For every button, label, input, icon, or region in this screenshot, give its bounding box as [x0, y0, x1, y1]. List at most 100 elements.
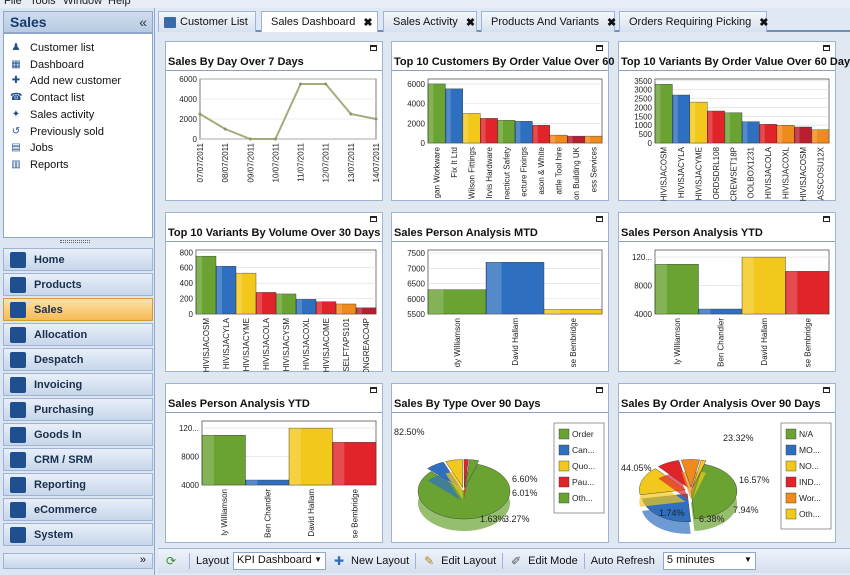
bar-highlight	[777, 125, 783, 143]
nav-allocation[interactable]: Allocation	[3, 323, 153, 346]
dashboard-area: Sales By Day Over 7 Days 0 2000 4000 6000 07/…	[158, 33, 850, 543]
goods-in-icon	[10, 426, 26, 443]
y-tick-label: 120...	[179, 424, 199, 433]
x-tick-label: David Hallam	[307, 489, 316, 537]
nav-crm-srm[interactable]: CRM / SRM	[3, 448, 153, 471]
layout-select[interactable]: KPI Dashboard ▼	[233, 552, 327, 570]
edit-mode-button[interactable]: ✐ Edit Mode	[509, 554, 578, 568]
panel-title: Sales Person Analysis YTD	[168, 398, 310, 410]
bar	[543, 309, 603, 315]
dashboard-panel: Top 10 Customers By Order Value Over 60 …	[391, 41, 644, 201]
task-sales-activity[interactable]: ✦ Sales activity	[10, 107, 94, 123]
maximize-icon[interactable]	[596, 216, 603, 222]
panel-title: Sales By Type Over 90 Days	[394, 398, 541, 410]
home-icon	[10, 251, 26, 268]
maximize-icon[interactable]	[370, 216, 377, 222]
maximize-icon[interactable]	[596, 387, 603, 393]
chart-svg: 0 200 400 600 800 HIVISJACOSM HIVISJACYLA HIVIS…	[180, 248, 377, 372]
maximize-icon[interactable]	[823, 387, 830, 393]
bar	[355, 307, 377, 315]
close-icon[interactable]: ✖	[363, 16, 373, 29]
bar	[427, 289, 487, 315]
nav-products[interactable]: Products	[3, 273, 153, 296]
nav-system[interactable]: System	[3, 523, 153, 546]
menu-1[interactable]: Tools	[30, 0, 56, 7]
maximize-icon[interactable]	[823, 45, 830, 51]
maximize-icon[interactable]	[596, 45, 603, 51]
pie-slice	[463, 459, 469, 488]
nav-home[interactable]: Home	[3, 248, 153, 271]
task-reports[interactable]: ▥ Reports	[10, 157, 68, 173]
close-icon[interactable]: ✖	[759, 16, 769, 29]
legend-swatch	[558, 476, 570, 488]
history-icon: ↺	[11, 125, 21, 137]
dashboard-panel: Sales By Day Over 7 Days 0 2000 4000 6000 07/…	[165, 41, 383, 201]
task-jobs[interactable]: ▤ Jobs	[10, 140, 53, 156]
task-contact-list[interactable]: ☎ Contact list	[10, 90, 84, 106]
refresh-icon[interactable]: ⟳	[165, 554, 177, 568]
tab-customer-list[interactable]: Customer List	[158, 11, 256, 32]
tab-label: Sales Activity	[393, 16, 458, 28]
left-navigation-panel: Sales « ♟ Customer list ▦ Dashboard ✚ Add new…	[0, 8, 155, 575]
invoicing-icon	[10, 376, 26, 393]
dashboard-panel: Sales Person Analysis YTD 4000 8000 120... l…	[618, 212, 836, 372]
close-icon[interactable]: ✖	[465, 16, 476, 29]
task-dashboard[interactable]: ▦ Dashboard	[10, 57, 84, 73]
y-tick-label: 1000	[634, 121, 652, 130]
nav-goods-in[interactable]: Goods In	[3, 423, 153, 446]
nav-footer[interactable]: »	[3, 553, 153, 569]
nav-purchasing[interactable]: Purchasing	[3, 398, 153, 421]
new-layout-button[interactable]: ✚ New Layout	[332, 554, 409, 568]
tab-sales-activity[interactable]: Sales Activity ✖	[383, 11, 477, 32]
x-tick-label: David Hallam	[511, 318, 520, 366]
panel-title: Sales By Order Analysis Over 90 Days	[621, 398, 821, 410]
slice-label: 44.05%	[621, 463, 652, 473]
bar	[201, 435, 246, 486]
collapse-icon[interactable]: «	[139, 14, 147, 30]
menu-3[interactable]: Help	[108, 0, 131, 7]
bar-highlight	[795, 127, 800, 143]
task-previously-sold[interactable]: ↺ Previously sold	[10, 124, 104, 140]
maximize-icon[interactable]	[823, 216, 830, 222]
x-tick-label: ly Williamson	[673, 318, 682, 365]
add-person-icon: ✚	[11, 75, 21, 87]
bar-highlight	[333, 442, 345, 485]
menu-2[interactable]: Window	[63, 0, 103, 7]
splitter-handle[interactable]	[60, 240, 90, 243]
y-tick-label: 3500	[634, 77, 652, 86]
expand-icon[interactable]: »	[139, 554, 146, 566]
maximize-icon[interactable]	[370, 45, 377, 51]
nav-sales[interactable]: Sales	[3, 298, 153, 321]
chart-svg: 0 2000 4000 6000 07/07/2011 08/07/2011 09/07/2…	[179, 75, 381, 182]
tab-sales-dashboard[interactable]: Sales Dashboard ✖	[261, 11, 378, 32]
close-icon[interactable]: ✖	[607, 16, 617, 29]
maximize-icon[interactable]	[370, 387, 377, 393]
nav-reporting[interactable]: Reporting	[3, 473, 153, 496]
legend-label: Wor...	[799, 493, 821, 503]
task-customer-list[interactable]: ♟ Customer list	[10, 40, 95, 56]
dashboard-panel: Top 10 Variants By Order Value Over 60 D…	[618, 41, 850, 201]
y-tick-label: 7500	[407, 249, 425, 258]
edit-layout-button[interactable]: ✎ Edit Layout	[422, 554, 496, 568]
bar-highlight	[290, 428, 301, 485]
data-point	[324, 82, 328, 86]
nav-ecommerce[interactable]: eCommerce	[3, 498, 153, 521]
nav-label: Purchasing	[34, 403, 94, 416]
x-tick-label: HIVISJACOSM	[202, 318, 211, 372]
bar	[532, 125, 550, 144]
nav-invoicing[interactable]: Invoicing	[3, 373, 153, 396]
bar	[332, 442, 377, 486]
nav-label: Goods In	[34, 428, 82, 441]
tab-products-and-variants[interactable]: Products And Variants ✖	[481, 11, 617, 32]
nav-despatch[interactable]: Despatch	[3, 348, 153, 371]
pencil-icon: ✎	[424, 554, 435, 568]
dashboard-panel: Sales Person Analysis YTD 4000 8000 120... l…	[165, 383, 383, 543]
tab-orders-requiring-picking[interactable]: Orders Requiring Picking ✖	[619, 11, 769, 32]
task-add-new-customer[interactable]: ✚ Add new customer	[10, 73, 121, 89]
auto-refresh-label: Auto Refresh	[590, 555, 655, 567]
y-tick-label: 4000	[634, 310, 652, 319]
bar-highlight	[446, 88, 451, 143]
menu-0[interactable]: File	[4, 0, 22, 7]
auto-refresh-select[interactable]: 5 minutes ▼	[662, 552, 756, 570]
